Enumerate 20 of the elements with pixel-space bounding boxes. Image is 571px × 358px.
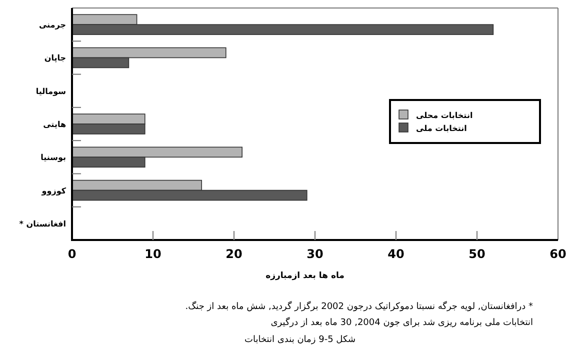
y-tick-label: سومالیا xyxy=(36,86,66,96)
text: شکل 5-9 زمان بندی انتخابات xyxy=(244,335,356,345)
x-tick-label: 40 xyxy=(388,247,404,261)
legend-label: انتخابات محلی xyxy=(416,111,473,120)
y-tick-label: بوسنیا xyxy=(40,153,66,162)
x-tick-label: 30 xyxy=(306,247,324,261)
y-tick-label: جرمنی xyxy=(38,20,66,30)
x-axis-title: ماه ها بعد ازمبارزه xyxy=(266,271,344,281)
x-tick-label: 10 xyxy=(144,247,162,261)
legend-label: انتخابات ملی xyxy=(416,124,468,133)
x-tick-label: 50 xyxy=(468,247,486,261)
text: * درافغانستان, لویه جرگه نسبتا دموکراتیک درجون 2002 برگزار گردید, شش ماه بعد از جنگ. xyxy=(185,300,534,312)
y-tick-label: هایتی xyxy=(43,120,66,129)
x-tick-label: 20 xyxy=(226,247,242,261)
x-tick-label: 0 xyxy=(68,247,76,261)
y-tick-label: کوزوو xyxy=(40,186,66,196)
text: انتخابات ملی برنامه ریزی شد برای جون 2004, 30 ماه بعد از درگیری xyxy=(270,316,533,328)
y-tick-label: افغانستان * xyxy=(19,219,66,228)
x-tick-label: 60 xyxy=(550,247,566,261)
y-tick-label: جاپان xyxy=(44,54,66,63)
